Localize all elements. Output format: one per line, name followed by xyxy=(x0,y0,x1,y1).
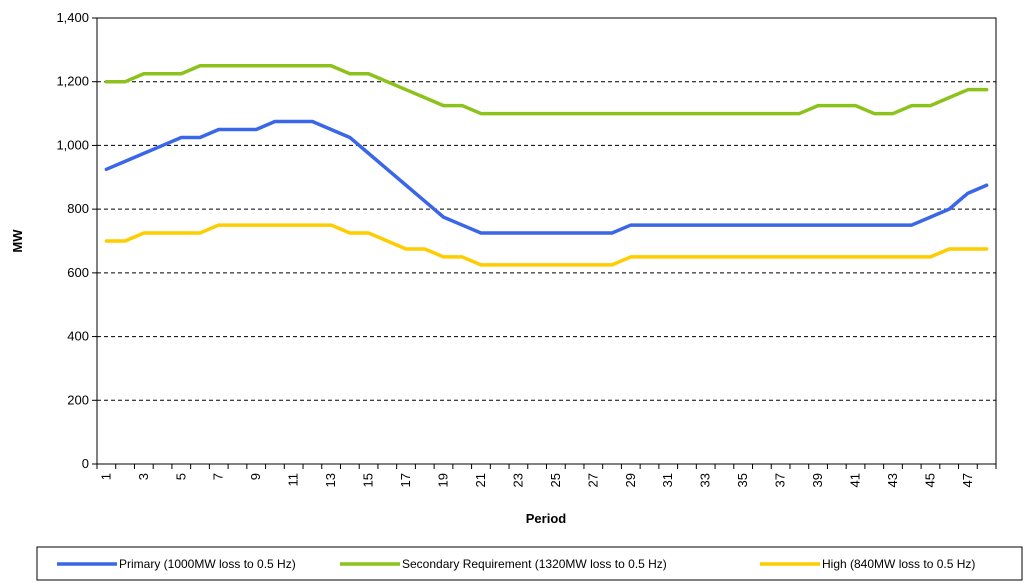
y-tick-label: 1,200 xyxy=(56,74,89,89)
x-tick-label: 31 xyxy=(660,473,675,487)
x-tick-label: 19 xyxy=(435,473,450,487)
legend: Primary (1000MW loss to 0.5 Hz) Secondary… xyxy=(57,557,975,571)
x-tick-label: 25 xyxy=(548,473,563,487)
x-tick-label: 13 xyxy=(323,473,338,487)
x-tick-label: 23 xyxy=(510,473,525,487)
legend-label-3: High (840MW loss to 0.5 Hz) xyxy=(822,557,975,571)
x-tick-label: 29 xyxy=(623,473,638,487)
x-tick-label: 33 xyxy=(698,473,713,487)
y-tick-label: 600 xyxy=(67,265,89,280)
legend-label-2: Secondary Requirement (1320MW loss to 0.… xyxy=(402,557,667,571)
x-tick-label: 1 xyxy=(98,473,113,480)
x-tick-label: 11 xyxy=(286,473,301,487)
series-lines xyxy=(104,64,989,267)
x-tick-label: 45 xyxy=(922,473,937,487)
x-tick-label: 43 xyxy=(885,473,900,487)
y-tick-label: 0 xyxy=(82,456,89,471)
y-tick-label: 1,400 xyxy=(56,10,89,25)
y-tick-label: 400 xyxy=(67,329,89,344)
x-tick-label: 9 xyxy=(248,473,263,480)
axes xyxy=(92,17,997,469)
x-tick-label: 5 xyxy=(173,473,188,480)
y-axis-title: MW xyxy=(10,229,25,253)
plot-area xyxy=(96,17,997,465)
x-tick-label: 47 xyxy=(960,473,975,487)
y-tick-label: 200 xyxy=(67,392,89,407)
x-tick-label: 21 xyxy=(473,473,488,487)
x-tick-label: 15 xyxy=(361,473,376,487)
series-line-3 xyxy=(104,223,989,267)
x-tick-label: 27 xyxy=(585,473,600,487)
x-tick-label: 7 xyxy=(211,473,226,480)
x-tick-label: 39 xyxy=(810,473,825,487)
y-tick-label: 800 xyxy=(67,201,89,216)
x-tick-label: 17 xyxy=(398,473,413,487)
x-tick-label: 41 xyxy=(848,473,863,487)
x-tick-label: 37 xyxy=(773,473,788,487)
gridlines xyxy=(97,81,996,401)
series-line-1 xyxy=(104,119,989,235)
series-line-2 xyxy=(104,64,989,116)
x-tick-label: 3 xyxy=(136,473,151,480)
x-axis-title: Period xyxy=(526,511,567,526)
y-tick-label: 1,000 xyxy=(56,137,89,152)
x-tick-label: 35 xyxy=(735,473,750,487)
legend-label-1: Primary (1000MW loss to 0.5 Hz) xyxy=(119,557,296,571)
legend-box xyxy=(36,546,1023,581)
